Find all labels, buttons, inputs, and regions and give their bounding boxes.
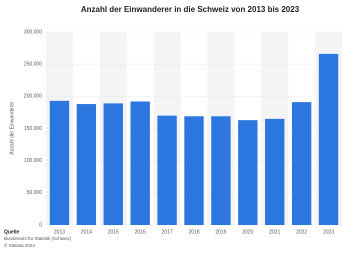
y-tick-label: 300.000 <box>24 29 42 35</box>
y-tick-label: 200.000 <box>24 94 42 100</box>
chart-title: Anzahl der Einwanderer in die Schweiz vo… <box>81 5 300 14</box>
y-tick-label: 150.000 <box>24 126 42 132</box>
bar <box>103 103 123 225</box>
x-tick-label: 2019 <box>215 229 226 235</box>
x-tick-label: 2016 <box>135 229 146 235</box>
y-tick-label: 50.000 <box>27 190 43 196</box>
copyright: © Statista 2024 <box>4 242 35 248</box>
x-tick-label: 2017 <box>162 229 173 235</box>
x-tick-label: 2020 <box>242 229 253 235</box>
x-tick-label: 2013 <box>54 229 65 235</box>
bar <box>157 115 177 225</box>
x-tick-label: 2015 <box>108 229 119 235</box>
bar <box>130 101 150 225</box>
bar <box>184 116 204 225</box>
x-tick-label: 2022 <box>296 229 307 235</box>
source: Bundesamt für Statistik (Schweiz) <box>4 236 72 241</box>
y-tick-label: 250.000 <box>24 61 42 67</box>
bar <box>76 104 97 225</box>
source-heading: Quelle <box>4 229 20 235</box>
x-tick-label: 2014 <box>81 229 92 235</box>
bar <box>265 118 285 225</box>
x-tick-label: 2021 <box>269 229 280 235</box>
x-tick-label: 2018 <box>188 229 199 235</box>
bar <box>238 120 258 225</box>
bar <box>291 102 312 225</box>
y-tick-label: 0 <box>39 222 42 228</box>
y-axis-label: Anzahl der Einwanderer <box>9 101 15 155</box>
y-tick-label: 100.000 <box>24 158 42 164</box>
bar <box>211 116 231 225</box>
x-tick-label: 2023 <box>323 229 334 235</box>
bar <box>49 100 70 225</box>
bar <box>318 53 339 225</box>
